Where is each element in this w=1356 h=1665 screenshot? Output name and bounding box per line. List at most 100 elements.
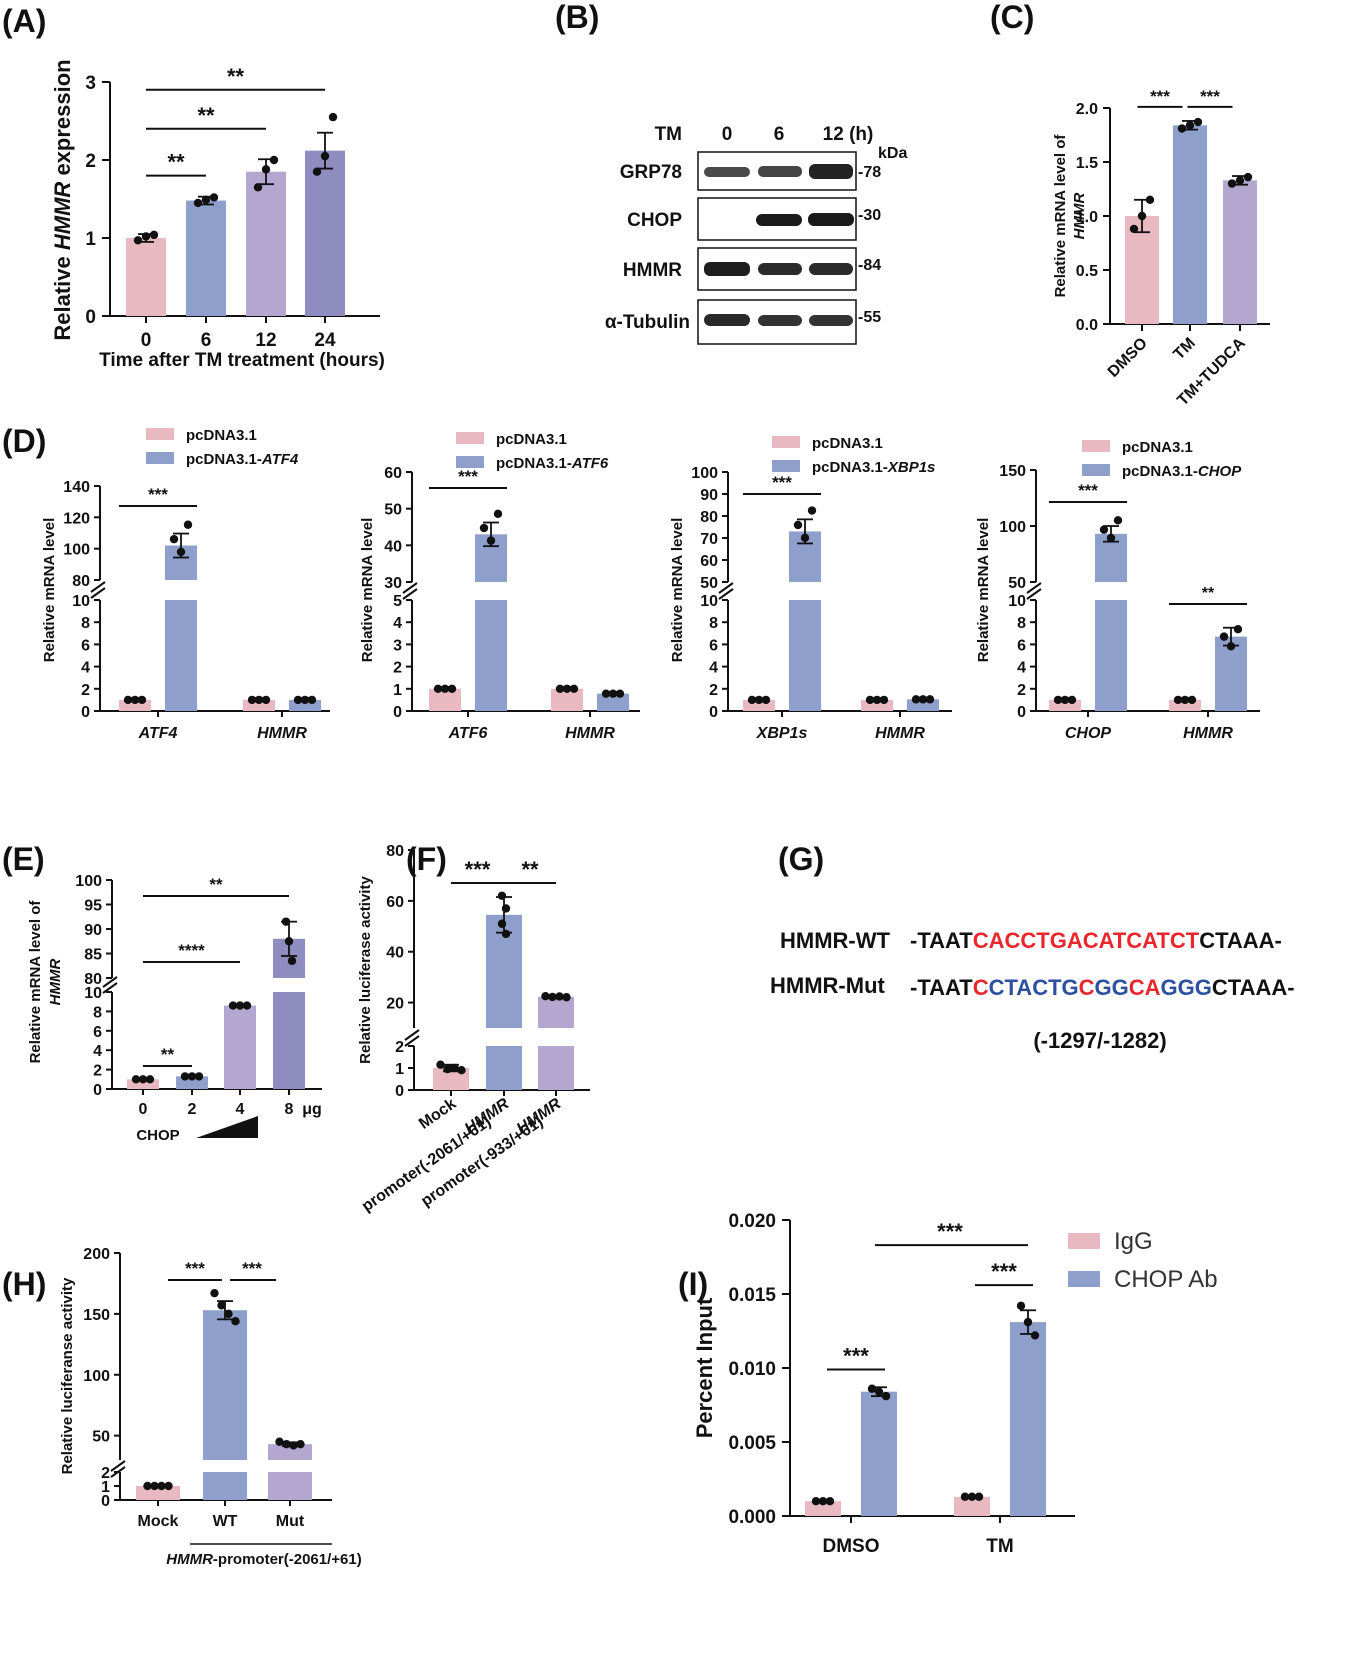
y-tick-label: 10 (1008, 593, 1026, 610)
legend-label: pcDNA3.1 (186, 427, 257, 444)
y-axis-title: Relative HMMR expression (50, 59, 75, 340)
bar (246, 171, 286, 316)
dose-label: CHOP (136, 1127, 179, 1144)
data-point (601, 689, 611, 698)
panel-label-i: (I) (678, 1266, 708, 1302)
data-point (1233, 624, 1243, 634)
data-point (1177, 124, 1187, 133)
y-tick-label: 95 (84, 898, 102, 915)
data-point (811, 1497, 821, 1506)
axis-break-mark (90, 581, 106, 593)
data-point (141, 232, 151, 241)
data-point (440, 684, 450, 693)
panel-label-c: (C) (990, 0, 1034, 35)
axis-break-mark (90, 587, 106, 599)
data-point (747, 695, 757, 705)
data-point (242, 1001, 252, 1010)
bar (224, 1005, 256, 1089)
significance-label: *** (242, 1259, 262, 1278)
significance-label: *** (937, 1219, 963, 1244)
data-point (1106, 533, 1116, 543)
data-point (180, 1072, 190, 1081)
data-point (793, 520, 803, 530)
blot-kda-marker: -30 (858, 207, 881, 224)
bar-lower (273, 992, 305, 1089)
y-axis-title: HMMR (1071, 193, 1088, 240)
axis-break-mark (110, 1460, 126, 1472)
data-point (143, 1481, 152, 1491)
y-tick-label: 10 (84, 985, 102, 1002)
y-tick-label: 0 (101, 1493, 110, 1510)
dose-triangle (196, 1116, 258, 1138)
wt-sequence-name: HMMR-WT (780, 928, 891, 953)
data-point (925, 695, 935, 704)
x-tick-label: 24 (314, 330, 336, 351)
blot-band (809, 263, 853, 275)
data-point (615, 689, 625, 698)
data-point (754, 695, 764, 705)
data-point (447, 684, 457, 693)
x-tick-label: ATF6 (448, 725, 488, 742)
data-point (275, 1437, 284, 1446)
y-tick-label: 50 (384, 502, 402, 519)
y-tick-label: 200 (83, 1246, 110, 1263)
significance-label: *** (772, 473, 792, 492)
data-point (183, 520, 193, 529)
y-tick-label: 6 (709, 637, 718, 654)
data-point (217, 1301, 226, 1310)
data-point (328, 112, 338, 122)
data-point (1226, 642, 1236, 651)
data-point (874, 1387, 884, 1396)
y-tick-label: 50 (92, 1429, 110, 1446)
significance-label: *** (1200, 87, 1220, 106)
bar (597, 693, 629, 711)
y-tick-label: 1 (85, 229, 96, 250)
y-tick-label: 70 (700, 531, 718, 548)
legend-swatch (1068, 1233, 1100, 1249)
bar (907, 699, 939, 711)
y-tick-label: 30 (384, 575, 402, 592)
panel-label-e: (E) (2, 841, 45, 877)
y-tick-label: 2 (93, 1063, 102, 1080)
data-point (450, 1063, 459, 1073)
data-point (541, 992, 550, 1001)
blot-lane-label: 6 (774, 124, 785, 145)
legend-swatch (146, 452, 174, 464)
y-axis-title: Relative mRNA level (359, 518, 376, 663)
blot-band (704, 262, 750, 276)
significance-label: ** (161, 1045, 175, 1064)
blot-band (756, 214, 802, 226)
data-point (145, 1075, 155, 1084)
data-point (818, 1497, 828, 1506)
bar (126, 238, 166, 316)
significance-label: ** (227, 64, 245, 89)
bar (1173, 125, 1207, 324)
data-point (881, 1391, 891, 1401)
significance-label: ** (197, 103, 215, 128)
axis-break-mark (102, 982, 118, 994)
y-axis-title: Relative mRNA level of (1052, 134, 1069, 298)
data-point (201, 195, 211, 204)
bar (1010, 1322, 1046, 1516)
y-axis-title: Relative luciferanse activity (59, 1277, 76, 1474)
data-point (867, 1384, 877, 1393)
y-tick-label: 8 (1017, 615, 1026, 632)
axis-break-mark (402, 588, 418, 600)
bar-lower (486, 1046, 522, 1090)
data-point (133, 236, 143, 245)
wt-sequence: -TAATCACCTGACATCATCTCTAAA- (910, 928, 1282, 953)
data-point (1030, 1331, 1040, 1340)
data-point (209, 193, 219, 202)
bar-lower (165, 600, 197, 711)
legend-swatch (1068, 1271, 1100, 1287)
x-tick-label: ATF4 (138, 725, 178, 742)
x-tick-label: Mut (276, 1513, 305, 1530)
y-tick-label: 4 (93, 1043, 102, 1060)
data-point (228, 1001, 238, 1010)
data-point (1053, 695, 1063, 705)
y-tick-label: 50 (1008, 575, 1026, 592)
bar (861, 1391, 897, 1516)
data-point (261, 165, 271, 174)
y-tick-label: 1 (395, 1061, 404, 1078)
